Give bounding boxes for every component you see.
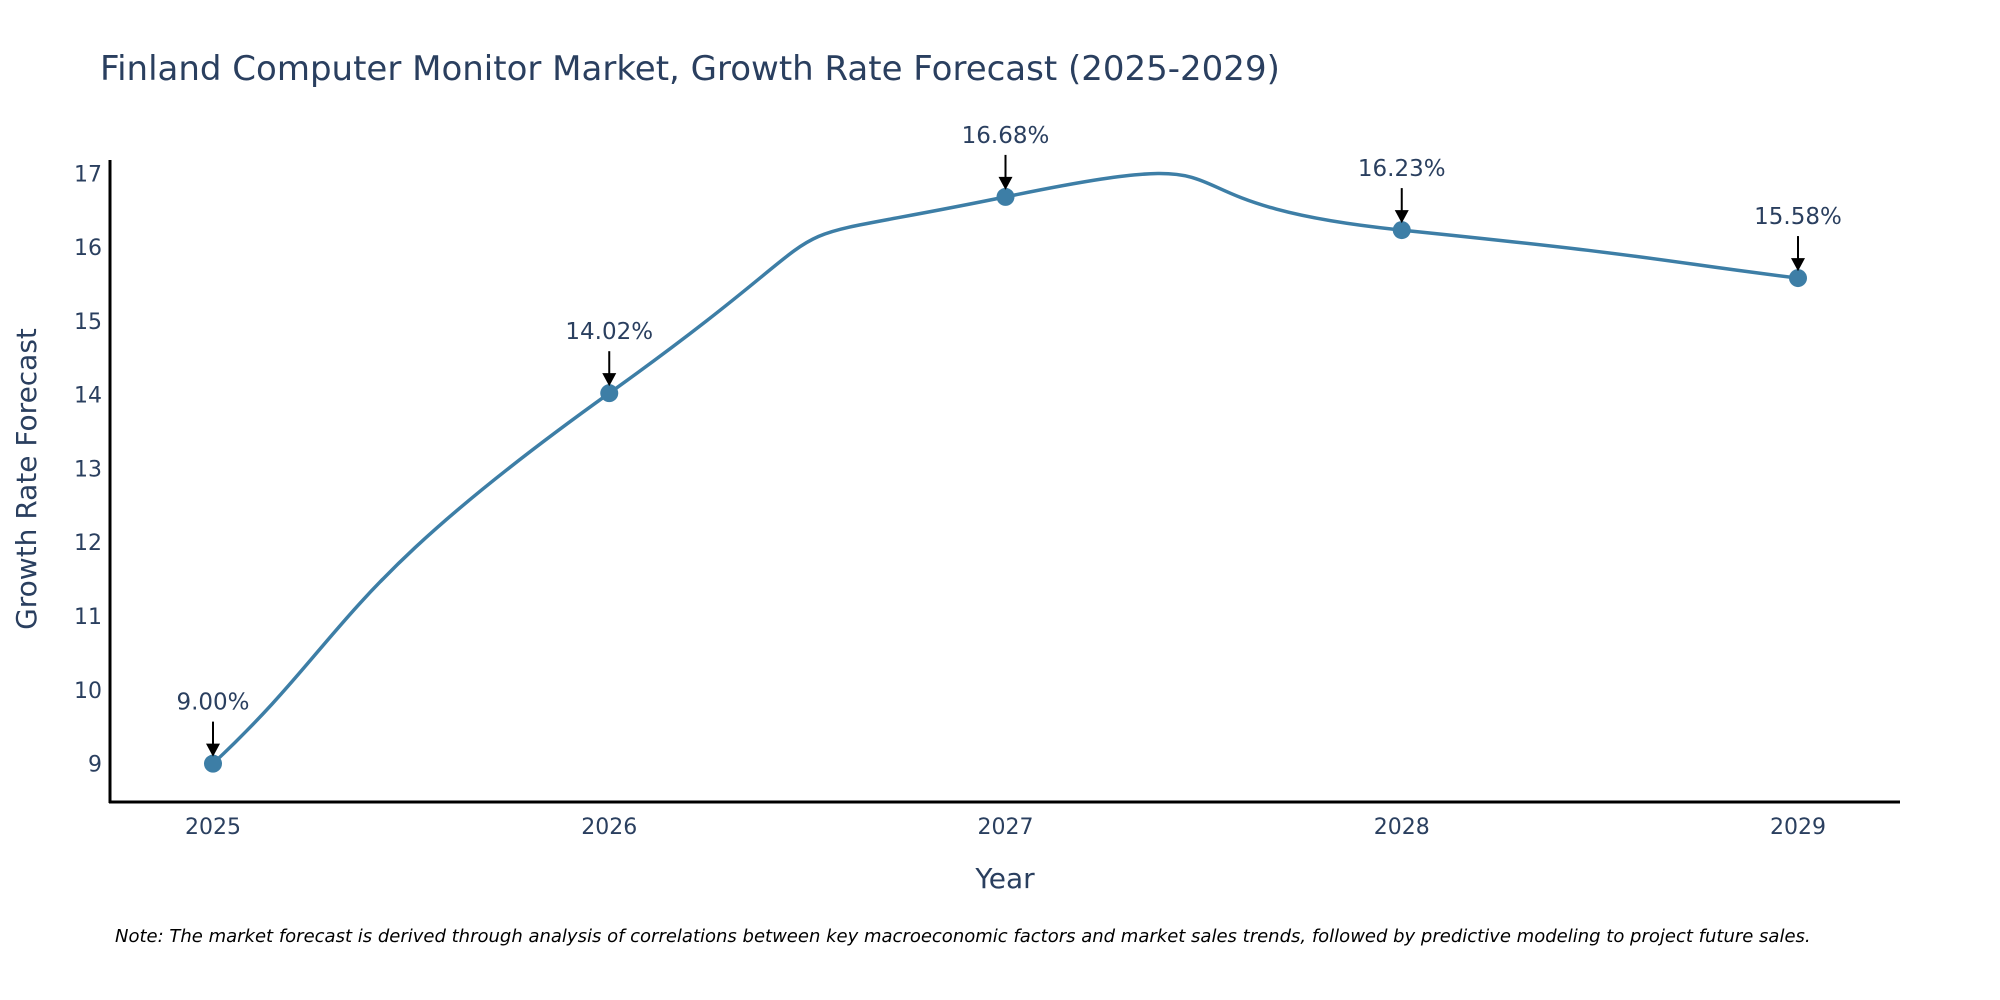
x-axis-title: Year bbox=[974, 862, 1035, 895]
data-point-marker bbox=[1392, 221, 1411, 240]
axes bbox=[108, 160, 1900, 804]
data-label: 14.02% bbox=[565, 319, 653, 345]
x-tick-label: 2025 bbox=[185, 815, 241, 840]
y-tick-label: 10 bbox=[74, 679, 102, 704]
data-point-marker bbox=[996, 187, 1015, 206]
data-point-marker bbox=[1789, 269, 1807, 288]
annotation-arrow-head bbox=[206, 743, 220, 757]
annotation-arrow-head bbox=[998, 176, 1013, 190]
chart-title: Finland Computer Monitor Market, Growth … bbox=[100, 49, 1280, 89]
y-tick-label: 13 bbox=[74, 457, 102, 482]
data-label: 16.68% bbox=[962, 123, 1050, 149]
data-point-marker bbox=[600, 384, 619, 403]
y-axis-title: Growth Rate Forecast bbox=[10, 328, 43, 630]
x-axis-ticks: 2025 2026 2027 2028 2029 bbox=[185, 815, 1826, 840]
annotation-arrow-head bbox=[1394, 210, 1409, 224]
y-axis-ticks: 9 10 11 12 13 14 15 16 17 bbox=[74, 162, 102, 777]
y-tick-label: 11 bbox=[74, 605, 102, 630]
data-label: 15.58% bbox=[1754, 204, 1842, 230]
series-line bbox=[211, 171, 1800, 766]
data-point-marker bbox=[204, 754, 222, 773]
annotation-arrow-head bbox=[602, 373, 617, 387]
x-tick-label: 2027 bbox=[978, 815, 1034, 840]
y-tick-label: 12 bbox=[74, 531, 102, 556]
data-annotations: 9.00% 14.02% 16.68% 16.23% 15.58% bbox=[176, 123, 1842, 757]
footnote: Note: The market forecast is derived thr… bbox=[115, 926, 1811, 947]
x-tick-label: 2026 bbox=[581, 815, 637, 840]
y-tick-label: 17 bbox=[74, 162, 102, 187]
data-label: 16.23% bbox=[1358, 156, 1446, 182]
data-label: 9.00% bbox=[176, 690, 249, 716]
x-tick-label: 2029 bbox=[1770, 815, 1826, 840]
annotation-arrow-head bbox=[1791, 258, 1805, 272]
series-growth-rate bbox=[204, 171, 1807, 773]
y-tick-label: 16 bbox=[74, 236, 102, 261]
y-tick-label: 14 bbox=[74, 384, 102, 409]
y-tick-label: 9 bbox=[88, 753, 102, 778]
y-tick-label: 15 bbox=[74, 310, 102, 335]
x-tick-label: 2028 bbox=[1374, 815, 1430, 840]
